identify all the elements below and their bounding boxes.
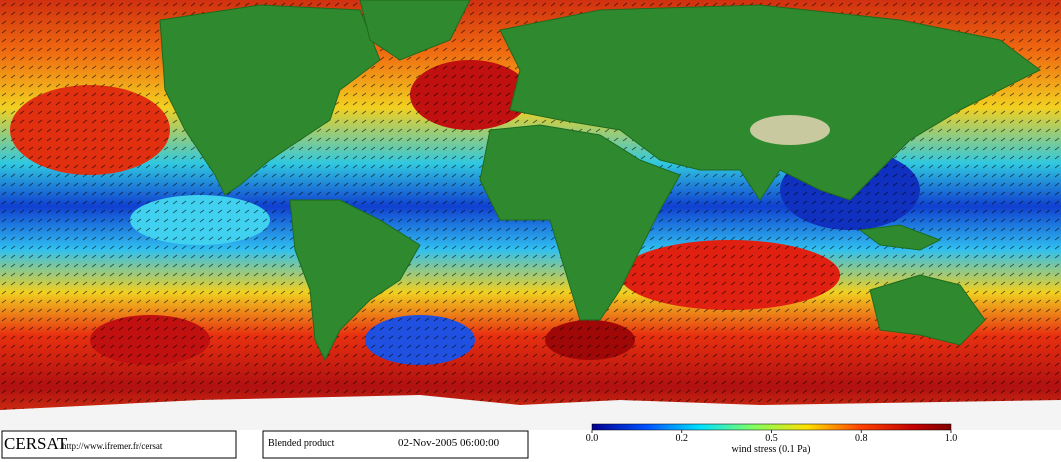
colorbar-tick-label: 0.8	[855, 433, 868, 444]
product: Blended product	[268, 438, 335, 449]
colorbar-tick-label: 0.2	[676, 433, 689, 444]
colorbar	[591, 423, 952, 431]
timestamp: 02-Nov-2005 06:00:00	[398, 437, 500, 449]
colorbar-tick-label: 0.0	[586, 433, 599, 444]
logo-box	[1, 430, 237, 459]
continents	[159, 0, 1041, 362]
colorbar-tick-label: 1.0	[945, 433, 958, 444]
colorbar-label: wind stress (0.1 Pa)	[732, 444, 811, 455]
url: http://www.ifremer.fr/cersat	[62, 441, 163, 451]
logo: CERSAT	[4, 434, 68, 453]
colorbar-tick-label: 0.5	[765, 433, 778, 444]
product-box	[262, 430, 529, 459]
plateau	[750, 115, 830, 145]
antarctica	[0, 395, 1061, 430]
